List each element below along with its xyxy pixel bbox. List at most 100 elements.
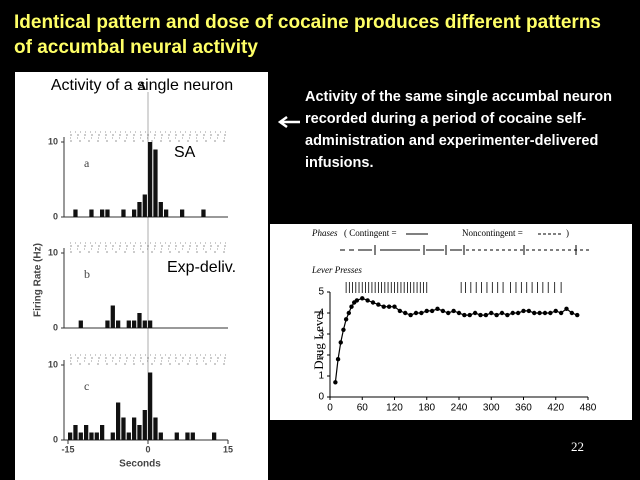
legend-label: Noncontingent = (462, 228, 523, 238)
point (456, 310, 462, 316)
point (370, 300, 376, 305)
bar (137, 425, 142, 440)
bar (116, 320, 121, 328)
y-tick-label: 0 (53, 322, 58, 332)
bar (105, 209, 110, 217)
x-tick-label: 120 (386, 403, 403, 414)
point (575, 312, 580, 318)
bar (126, 432, 131, 440)
point (478, 312, 483, 318)
bar (73, 209, 78, 217)
bar (73, 425, 78, 440)
x-tick-label: 480 (580, 403, 597, 414)
y-tick-label: 4 (318, 308, 324, 319)
point (472, 310, 478, 316)
bar (68, 432, 73, 440)
point (424, 308, 429, 314)
point (354, 298, 360, 303)
y-tick-label: 10 (48, 247, 58, 257)
bar (137, 313, 142, 328)
point (451, 308, 456, 314)
y-axis-label: Firing Rate (Hz) (33, 243, 44, 317)
bar (153, 149, 158, 217)
bar (185, 432, 190, 440)
x-tick-label: 180 (418, 403, 435, 414)
bar (137, 202, 142, 217)
description: Activity of the same single accumbal neu… (305, 89, 612, 171)
page-number: 22 (571, 439, 584, 454)
bar (121, 417, 126, 440)
point (343, 317, 349, 322)
point (429, 308, 435, 314)
x-tick-label: 300 (483, 403, 500, 414)
point (532, 310, 537, 316)
point (435, 306, 440, 311)
y-tick-label: 3 (318, 329, 324, 340)
bar (142, 194, 147, 217)
x-tick-label: 0 (327, 403, 333, 414)
bar (174, 432, 179, 440)
x-tick-label: 15 (223, 444, 233, 454)
bar (78, 432, 83, 440)
y-tick-label: 0 (318, 392, 324, 403)
point (333, 380, 338, 385)
annotation: SA (174, 144, 196, 161)
bar (212, 432, 217, 440)
point (553, 308, 558, 314)
point (338, 340, 343, 345)
point (537, 310, 542, 316)
point (489, 310, 494, 316)
point (569, 310, 575, 316)
bar (105, 320, 110, 328)
x-tick-label: 240 (451, 403, 468, 414)
phases-label: Phases (311, 228, 338, 238)
bar (89, 432, 94, 440)
y-tick-label: 2 (318, 350, 324, 361)
point (515, 310, 521, 316)
point (419, 310, 424, 316)
y-tick-label: 10 (48, 136, 58, 146)
point (505, 312, 510, 318)
point (446, 310, 451, 316)
phase-tick (374, 245, 577, 255)
y-tick-label: 1 (318, 371, 324, 382)
annotation: Exp-deliv. (167, 259, 236, 276)
point (365, 298, 370, 303)
bar (110, 432, 115, 440)
arrow (277, 115, 300, 129)
point (494, 312, 499, 318)
bar (100, 425, 105, 440)
point (381, 304, 386, 309)
point (462, 312, 467, 318)
bar (201, 209, 206, 217)
point (558, 310, 564, 316)
point (408, 312, 413, 318)
bar (132, 417, 137, 440)
bar (153, 417, 158, 440)
panel-label: b (84, 267, 90, 281)
point (386, 304, 392, 309)
point (413, 310, 419, 316)
point (526, 308, 532, 314)
bar (94, 432, 99, 440)
point (349, 304, 354, 309)
bar (132, 320, 137, 328)
y-tick-label: 0 (53, 434, 58, 444)
point (483, 312, 489, 318)
y-tick-label: 5 (318, 287, 324, 298)
x-tick-label: 360 (515, 403, 532, 414)
point (403, 310, 408, 316)
panel-label: c (84, 379, 89, 393)
bar (84, 425, 89, 440)
y-tick-label: 0 (53, 211, 58, 221)
x-axis-label: Seconds (119, 459, 161, 470)
x-tick-label: 420 (547, 403, 564, 414)
bar (148, 372, 153, 440)
bar (142, 320, 147, 328)
bar (148, 142, 153, 217)
bar (180, 209, 185, 217)
point (521, 308, 526, 314)
point (467, 312, 472, 318)
point (548, 310, 553, 316)
point (360, 296, 365, 301)
